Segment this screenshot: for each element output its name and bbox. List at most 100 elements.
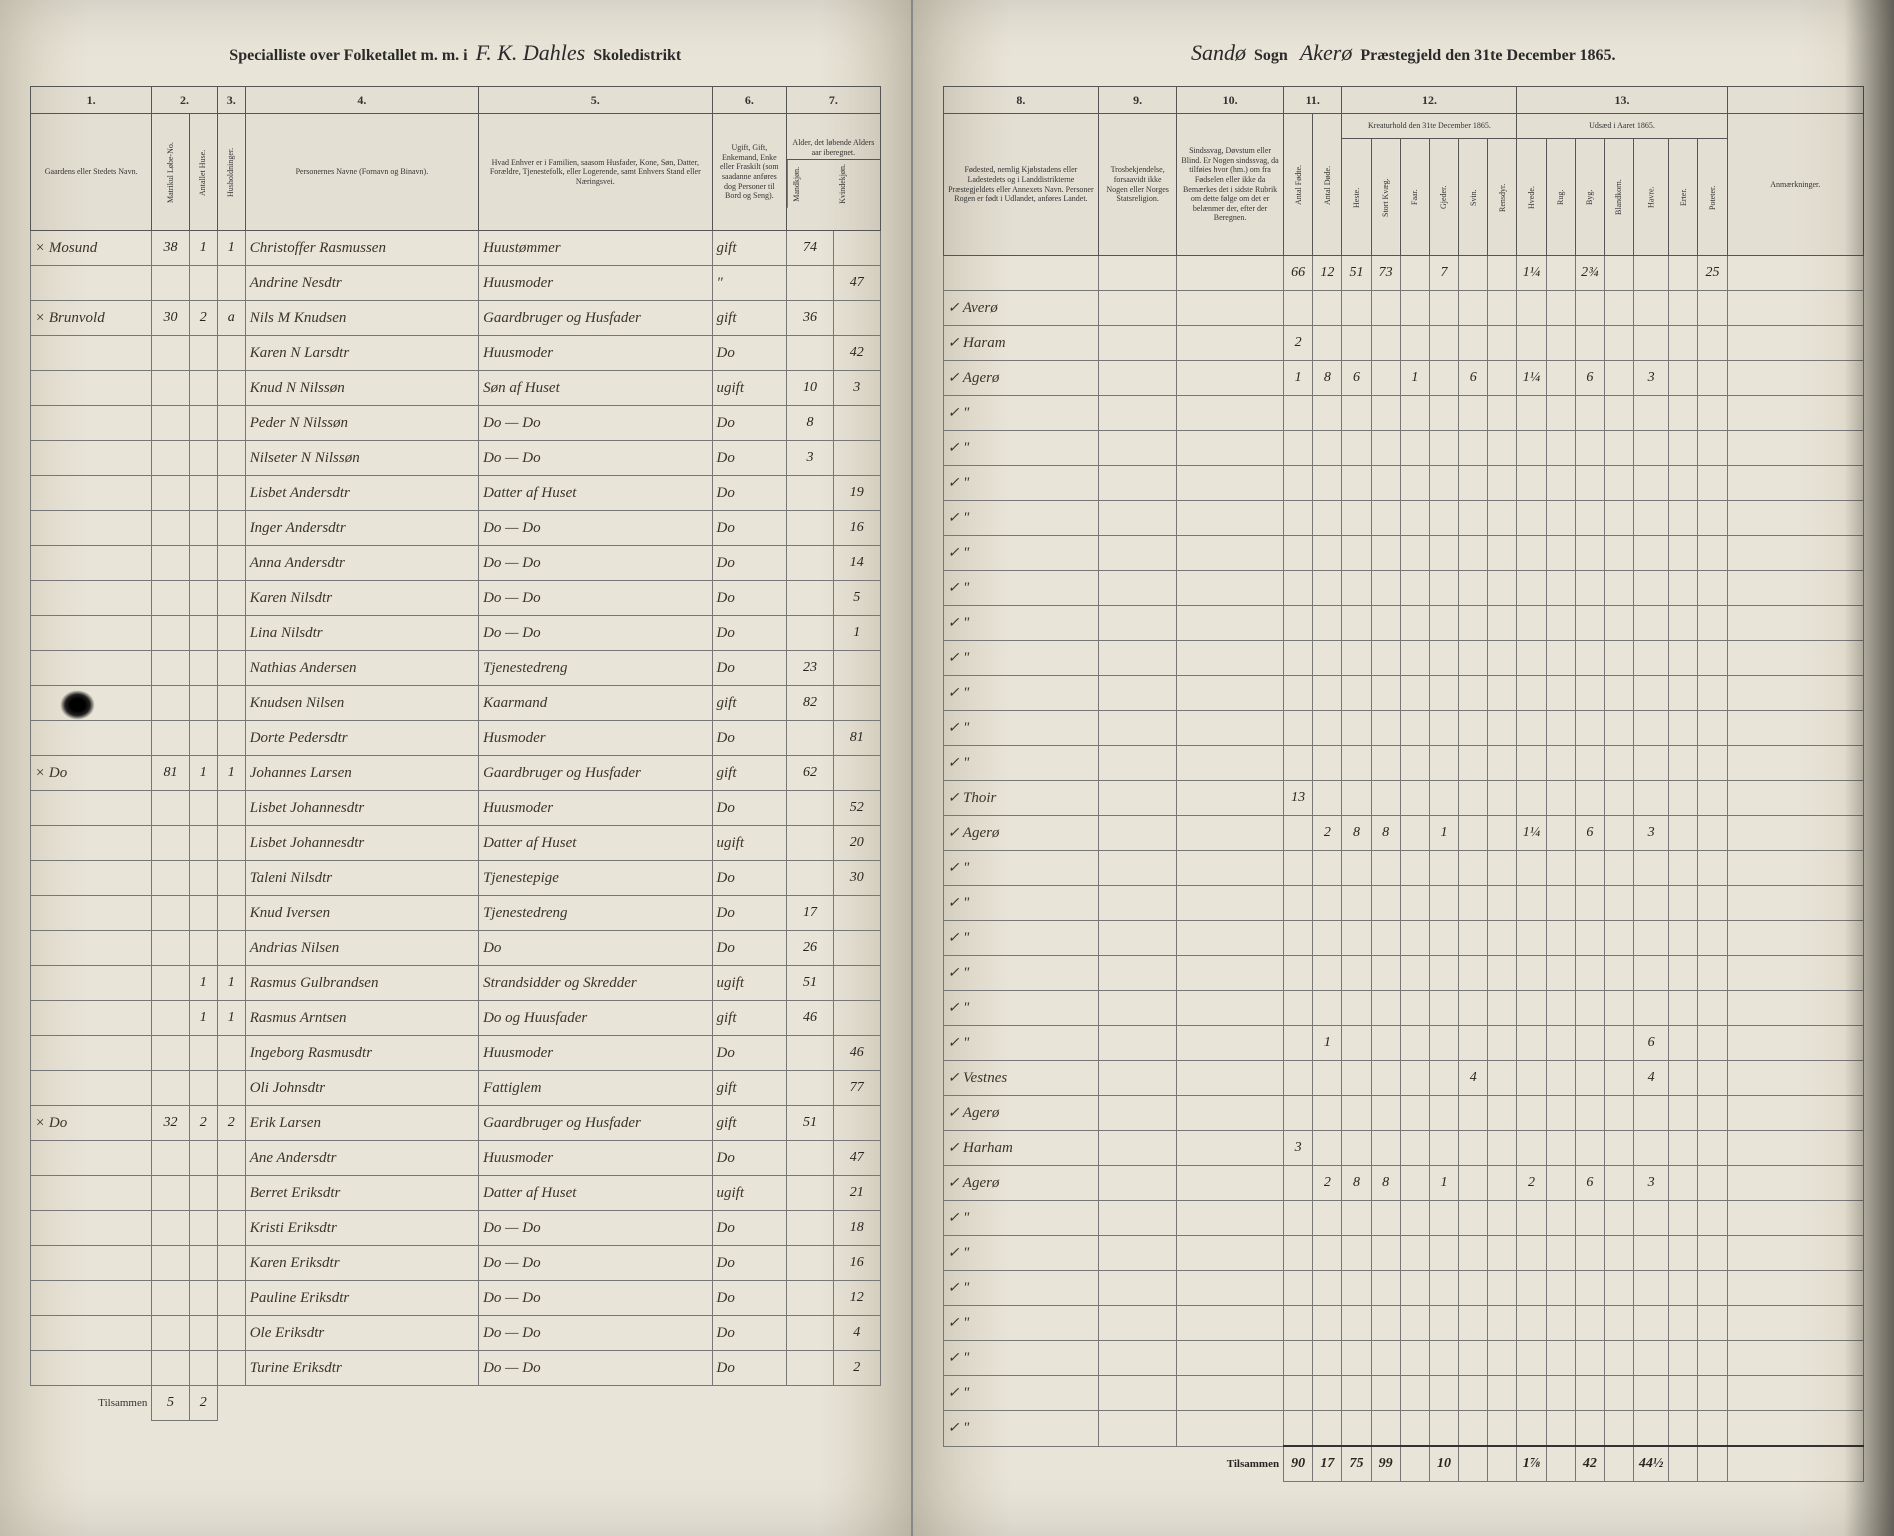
table-row: ✓ "16 [943,1026,1863,1061]
place-cell: × Do [31,1106,152,1141]
relation: Strandsidder og Skredder [479,966,712,1001]
relation: Tjenestepige [479,861,712,896]
table-row: Knudsen NilsenKaarmandgift82 [31,686,881,721]
relation: Do — Do [479,1316,712,1351]
relation: Do — Do [479,441,712,476]
person-name: Taleni Nilsdtr [245,861,478,896]
birthplace: ✓ " [943,746,1099,781]
person-name: Lina Nilsdtr [245,616,478,651]
table-row: ✓ " [943,536,1863,571]
relation: Huusmoder [479,336,712,371]
relation: Gaardbruger og Husfader [479,301,712,336]
person-name: Oli Johnsdtr [245,1071,478,1106]
place-cell [31,826,152,861]
marital: Do [712,861,787,896]
table-row: Knud N NilssønSøn af Husetugift103 [31,371,881,406]
relation: Huusmoder [479,1141,712,1176]
table-row: Taleni NilsdtrTjenestepigeDo30 [31,861,881,896]
table-row: ✓ " [943,956,1863,991]
relation: Do — Do [479,616,712,651]
h1: Gaardens eller Stedets Navn. [31,114,152,231]
col-3: 3. [217,87,245,114]
marital: Do [712,616,787,651]
table-row: ✓ " [943,886,1863,921]
header-suffix: Skoledistrikt [593,47,681,64]
col-2: 2. [152,87,217,114]
table-row: ✓ Agerø186161¼63 [943,361,1863,396]
marital: Do [712,1246,787,1281]
place-cell [31,861,152,896]
table-row: ✓ " [943,1271,1863,1306]
relation: Kaarmand [479,686,712,721]
person-name: Lisbet Johannesdtr [245,826,478,861]
table-row: Karen NilsdtrDo — DoDo5 [31,581,881,616]
person-name: Lisbet Johannesdtr [245,791,478,826]
place-cell [31,896,152,931]
birthplace: ✓ " [943,956,1099,991]
marital: Do [712,406,787,441]
table-row: Lina NilsdtrDo — DoDo1 [31,616,881,651]
col-7: 7. [787,87,880,114]
col-8: 8. [943,87,1099,114]
table-row: Nilseter N NilssønDo — DoDo3 [31,441,881,476]
person-name: Karen N Larsdtr [245,336,478,371]
person-name: Pauline Eriksdtr [245,1281,478,1316]
col-12: 12. [1342,87,1517,114]
place-cell [31,266,152,301]
table-row: ✓ " [943,606,1863,641]
table-row: ✓ " [943,1341,1863,1376]
relation: Do — Do [479,1246,712,1281]
table-row: ✓ Haram2 [943,326,1863,361]
col-10: 10. [1177,87,1284,114]
birthplace: ✓ " [943,1236,1099,1271]
table-row: ✓ " [943,1376,1863,1411]
table-row: ✓ " [943,1201,1863,1236]
person-name: Peder N Nilssøn [245,406,478,441]
birthplace: ✓ " [943,851,1099,886]
person-name: Karen Eriksdtr [245,1246,478,1281]
place-cell [31,1211,152,1246]
table-row: 11Rasmus ArntsenDo og Huusfadergift46 [31,1001,881,1036]
table-row: Pauline EriksdtrDo — DoDo12 [31,1281,881,1316]
place-cell [31,966,152,1001]
marital: Do [712,896,787,931]
table-row: ✓ " [943,396,1863,431]
person-name: Ingeborg Rasmusdtr [245,1036,478,1071]
relation: Huusmoder [479,1036,712,1071]
place-cell [31,1036,152,1071]
person-name: Rasmus Arntsen [245,1001,478,1036]
table-row: Karen EriksdtrDo — DoDo16 [31,1246,881,1281]
birthplace: ✓ " [943,1411,1099,1447]
h11a: Antal Fødte. [1284,114,1313,256]
birthplace: ✓ " [943,1026,1099,1061]
table-row: ✓ Thoir13 [943,781,1863,816]
h4: Personernes Navne (Fornavn og Binavn). [245,114,478,231]
birthplace: ✓ Agerø [943,816,1099,851]
table-row: Lisbet JohannesdtrHuusmoderDo52 [31,791,881,826]
table-row: ✓ Averø [943,291,1863,326]
table-row: Anna AndersdtrDo — DoDo14 [31,546,881,581]
place-cell [31,1281,152,1316]
sogn-label: Sogn [1254,47,1288,64]
birthplace: ✓ " [943,1341,1099,1376]
person-name: Berret Eriksdtr [245,1176,478,1211]
person-name: Nils M Knudsen [245,301,478,336]
place-cell [31,931,152,966]
table-row: Andrias NilsenDoDo26 [31,931,881,966]
marital: Do [712,476,787,511]
table-row: Dorte PedersdtrHusmoderDo81 [31,721,881,756]
marital: " [712,266,787,301]
relation: Datter af Huset [479,476,712,511]
birthplace: ✓ " [943,571,1099,606]
table-row: ✓ " [943,571,1863,606]
marital: Do [712,1141,787,1176]
table-row: ✓ " [943,501,1863,536]
birthplace: ✓ Agerø [943,361,1099,396]
place-cell [31,791,152,826]
sogn-name: Sandø [1191,40,1246,65]
place-cell [31,581,152,616]
h9: Trosbekjendelse, forsaavidt ikke Nogen e… [1099,114,1177,256]
h7c: Kvindekjøn. [834,160,880,208]
place-cell [31,616,152,651]
h8: Fødested, nemlig Kjøbstadens eller Lades… [943,114,1099,256]
